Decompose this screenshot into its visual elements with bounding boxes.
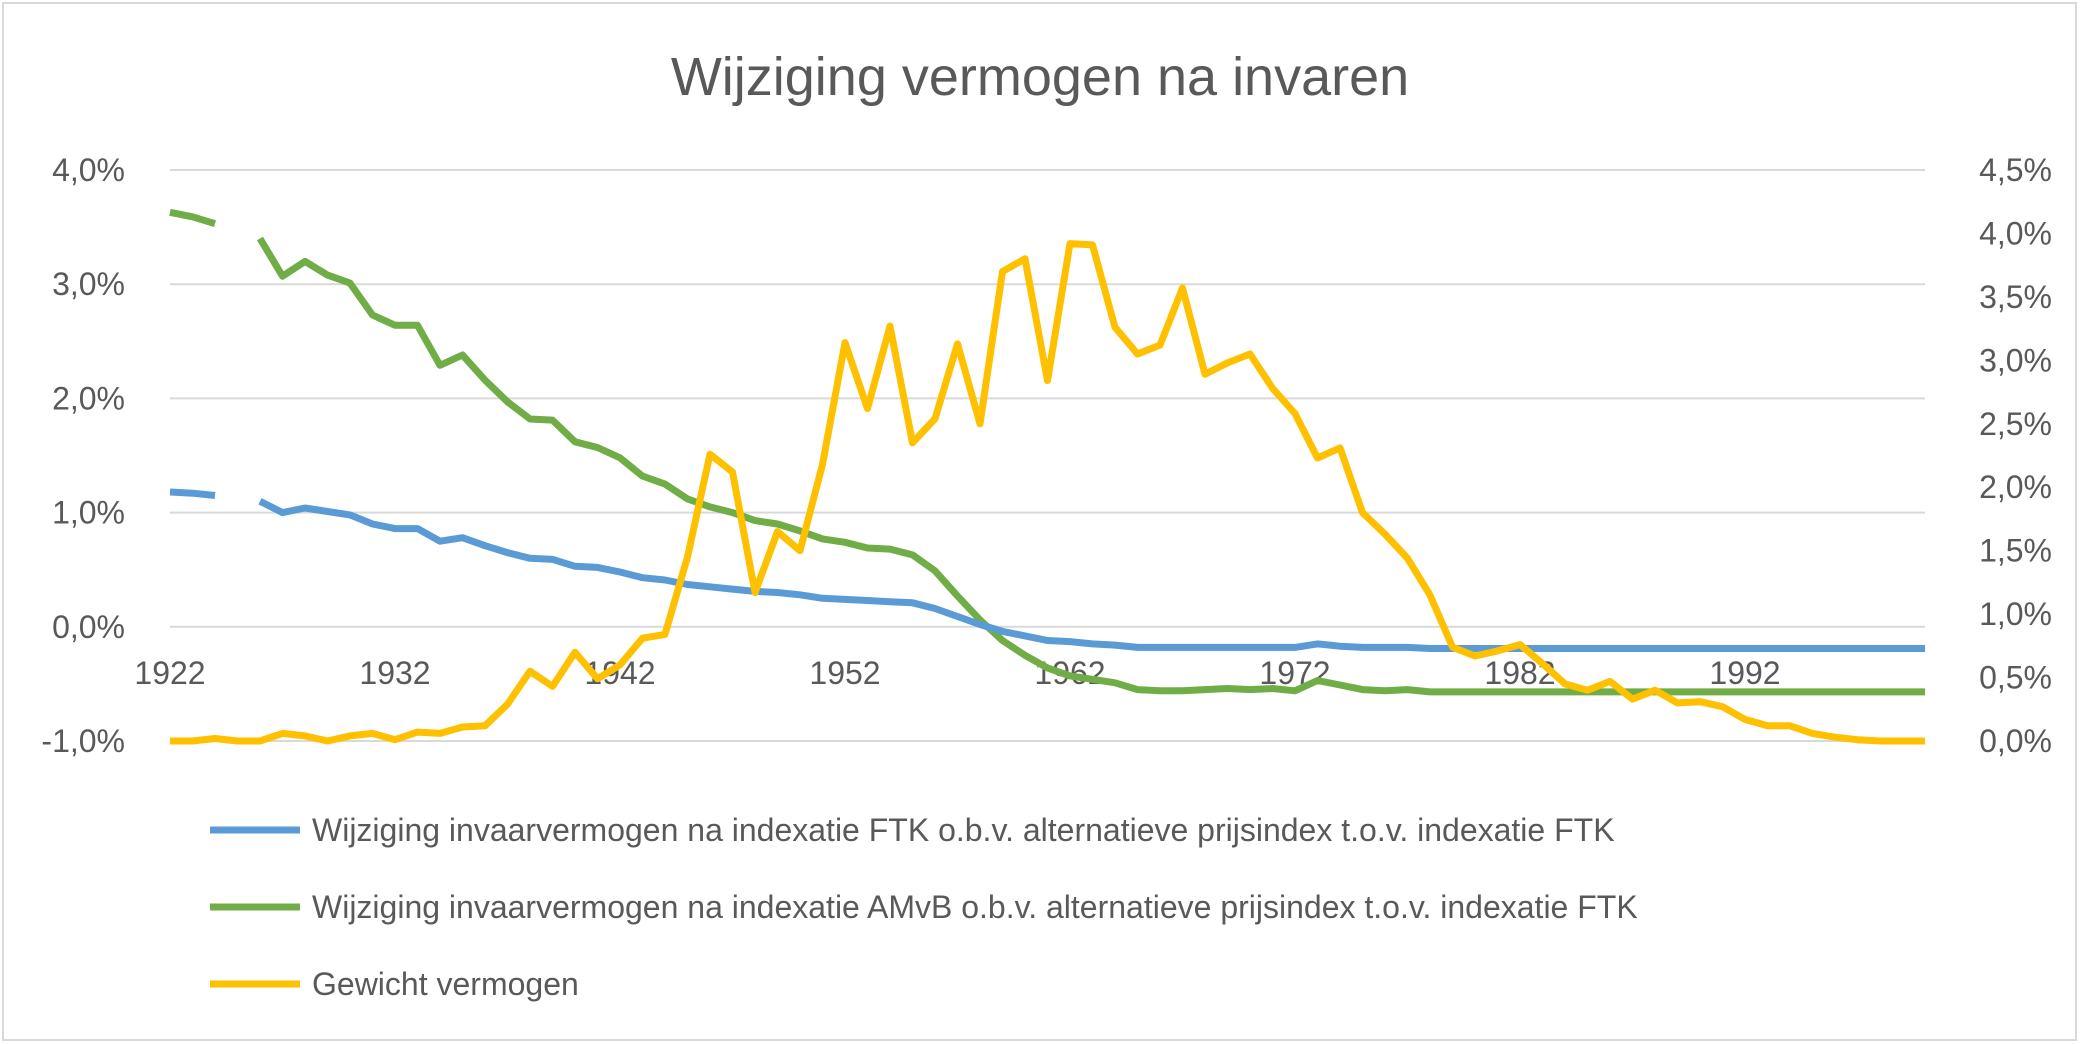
x-tick-label: 1992 xyxy=(1709,655,1780,691)
series-lines xyxy=(169,208,1925,745)
y-right-tick-label: 2,5% xyxy=(1979,406,2052,442)
right-axis-ticks: 4,5% 4,0% 3,5% 3,0% 2,5% 2,0% 1,5% 1,0% 0,5% 0,0% xyxy=(1979,152,2052,759)
legend-label: Gewicht vermogen xyxy=(312,966,579,1002)
y-left-tick-label: 1,0% xyxy=(52,495,125,531)
y-right-tick-label: 0,0% xyxy=(1979,723,2052,759)
y-left-tick-label: -1,0% xyxy=(41,723,125,759)
y-left-tick-label: 4,0% xyxy=(52,152,125,188)
y-left-tick-label: 0,0% xyxy=(52,609,125,645)
x-tick-label: 1932 xyxy=(359,655,430,691)
x-tick-label: 1972 xyxy=(1259,655,1330,691)
x-tick-label: 1982 xyxy=(1484,655,1555,691)
y-right-tick-label: 2,0% xyxy=(1979,469,2052,505)
y-left-tick-label: 3,0% xyxy=(52,266,125,302)
y-right-tick-label: 4,0% xyxy=(1979,215,2052,251)
y-left-tick-label: 2,0% xyxy=(52,380,125,416)
left-axis-ticks: 4,0% 3,0% 2,0% 1,0% 0,0% -1,0% xyxy=(41,152,125,759)
y-right-tick-label: 3,5% xyxy=(1979,279,2052,315)
y-right-tick-label: 0,5% xyxy=(1979,660,2052,696)
x-tick-label: 1922 xyxy=(134,655,205,691)
y-right-tick-label: 1,5% xyxy=(1979,533,2052,569)
gridlines xyxy=(170,169,1925,742)
y-right-tick-label: 4,5% xyxy=(1979,152,2052,188)
legend-label: Wijziging invaarvermogen na indexatie FT… xyxy=(312,812,1615,848)
x-tick-label: 1952 xyxy=(809,655,880,691)
y-right-tick-label: 3,0% xyxy=(1979,342,2052,378)
legend-label: Wijziging invaarvermogen na indexatie AM… xyxy=(312,889,1638,925)
legend: Wijziging invaarvermogen na indexatie FT… xyxy=(210,812,1638,1002)
y-right-tick-label: 1,0% xyxy=(1979,596,2052,632)
series-line-0 xyxy=(169,488,1925,652)
chart-title: Wijziging vermogen na invaren xyxy=(671,47,1409,107)
series-line-2 xyxy=(170,240,1925,745)
